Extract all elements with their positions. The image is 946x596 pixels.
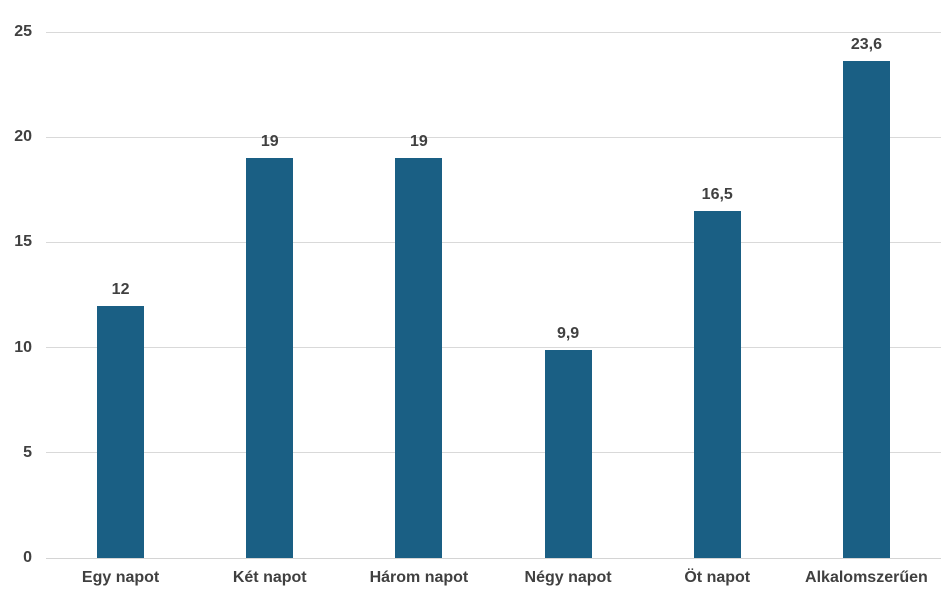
gridline [46,452,941,454]
x-axis-category-label: Két napot [232,569,307,586]
y-axis-tick-label: 20 [14,128,32,146]
bar-5 [693,210,741,558]
bar-value-label: 16,5 [701,185,733,203]
x-axis-line [46,557,941,559]
bar-value-label: 19 [410,133,428,151]
y-axis-tick-label: 5 [23,443,32,461]
bar-6 [842,61,890,558]
bar-value-label: 9,9 [556,324,580,342]
bar-value-label: 19 [260,133,279,151]
y-axis-tick-label: 15 [14,233,32,251]
x-axis-category-label: Négy napot [524,569,612,586]
bar-3 [395,158,443,558]
gridline [46,241,941,243]
y-axis-tick-label: 25 [14,23,32,40]
x-axis-category-label: Három napot [369,569,469,586]
y-axis-tick-label: 0 [23,549,32,566]
x-axis-category-label: Egy napot [81,569,160,586]
gridline [46,347,941,349]
bar-1 [97,305,145,558]
bar-4 [544,349,592,558]
bar-2 [246,158,294,558]
bar-value-label: 12 [111,280,130,298]
x-axis-category-label: Alkalomszerűen [805,569,928,586]
y-axis-tick-label: 10 [14,338,32,356]
x-axis-category-label: Öt napot [684,569,751,586]
gridline [46,31,941,33]
bar-value-label: 23,6 [850,36,882,54]
gridline [46,136,941,138]
